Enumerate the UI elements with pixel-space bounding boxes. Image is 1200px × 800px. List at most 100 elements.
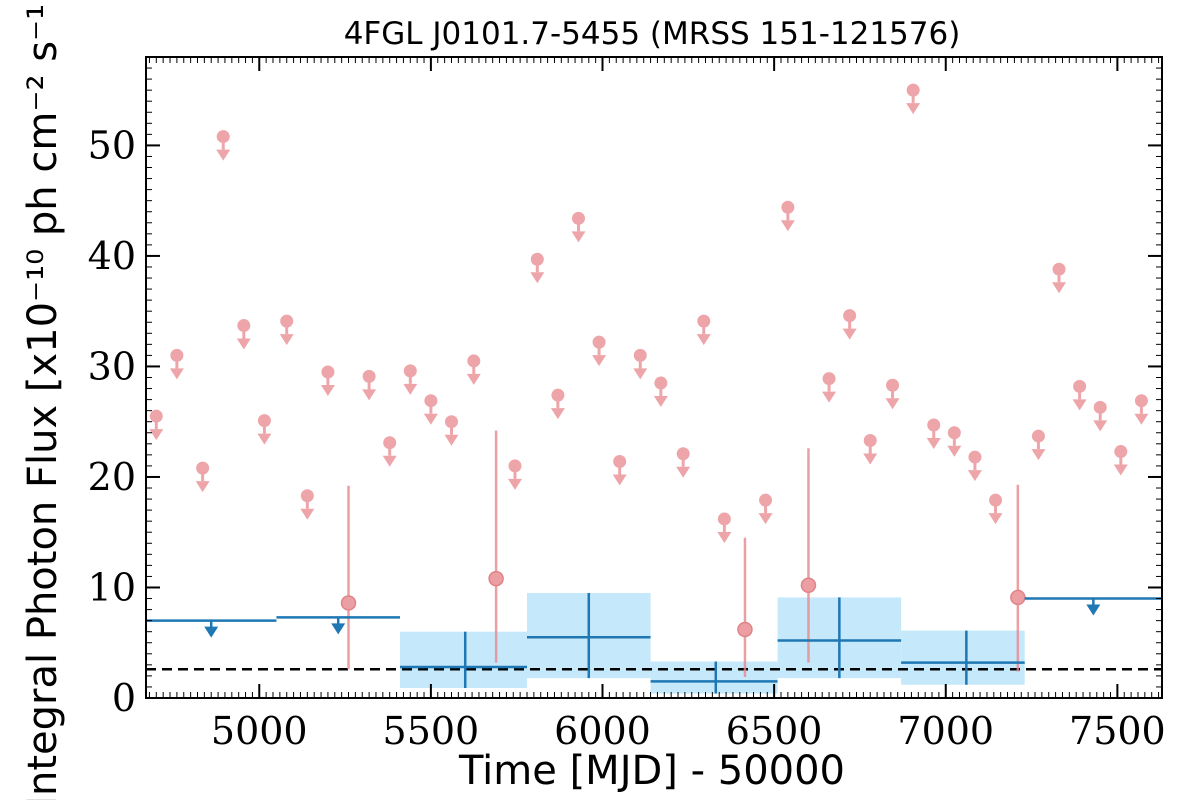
short-bin-upper-limit [257, 414, 272, 445]
short-bin-upper-limit [653, 376, 668, 408]
x-axis-label: Time [MJD] - 50000 [458, 748, 845, 794]
upper-limit-marker [927, 418, 941, 432]
upper-limit-arrow [257, 433, 272, 445]
upper-limit-marker [280, 314, 294, 328]
short-bin-upper-limit [466, 354, 481, 385]
upper-limit-arrow [967, 470, 982, 482]
short-bin-upper-limit [320, 365, 335, 396]
upper-limit-marker [1134, 394, 1148, 408]
upper-limit-marker [196, 461, 210, 475]
upper-limit-arrow [1093, 420, 1108, 432]
upper-limit-arrow [592, 355, 607, 367]
upper-limit-arrow [822, 391, 837, 403]
upper-limit-arrow [947, 445, 962, 457]
upper-limit-marker [403, 364, 417, 378]
upper-limit-marker [1073, 379, 1087, 393]
short-bin-upper-limit [423, 394, 438, 425]
upper-limit-arrow [331, 623, 346, 635]
short-bin-upper-limit [279, 314, 294, 346]
short-bin-upper-limit [1052, 262, 1067, 294]
short-bin-upper-limit [1072, 379, 1087, 411]
upper-limit-arrow [612, 474, 627, 486]
upper-limit-marker [759, 493, 773, 507]
upper-limit-marker [300, 489, 314, 503]
upper-limit-marker [149, 409, 163, 423]
upper-limit-arrow [717, 531, 732, 543]
upper-limit-arrow [320, 384, 335, 396]
upper-limit-marker [697, 314, 711, 328]
upper-limit-arrow [653, 396, 668, 408]
long-bin-error-fills [400, 593, 1025, 694]
short-bin-upper-limit [216, 130, 231, 161]
long-bin-upper-limit [146, 619, 277, 638]
upper-limit-marker [843, 309, 857, 323]
upper-limit-marker [947, 426, 961, 440]
x-tick-label: 7000 [897, 709, 994, 753]
upper-limit-marker [886, 378, 900, 392]
short-bin-upper-limit [967, 450, 982, 482]
upper-limit-marker [717, 512, 731, 526]
upper-limit-marker [571, 211, 585, 225]
long-bin-error-band [650, 661, 778, 694]
short-bin-upper-limit [530, 252, 545, 284]
upper-limit-arrow [885, 398, 900, 410]
upper-limit-marker [1031, 429, 1045, 443]
short-bin-upper-limit [382, 436, 397, 467]
x-tick-label: 5000 [211, 709, 308, 753]
short-bin-upper-limit [842, 309, 857, 340]
short-bin-upper-limit [988, 493, 1003, 525]
upper-limit-arrow [906, 103, 921, 115]
long-bin-layer [146, 593, 1162, 694]
short-bin-upper-limit [149, 409, 164, 441]
upper-limit-arrow [1072, 399, 1087, 411]
x-tick-label: 5500 [383, 709, 480, 753]
y-tick-label: 20 [88, 455, 136, 499]
detection-marker [1010, 589, 1026, 606]
detection-marker [737, 621, 753, 638]
upper-limit-arrow [403, 383, 418, 395]
upper-limit-marker [508, 459, 522, 473]
upper-limit-arrow [696, 334, 711, 346]
upper-limit-marker [633, 348, 647, 362]
upper-limit-arrow [676, 466, 691, 478]
upper-limit-arrow [204, 626, 219, 638]
upper-limit-arrow [842, 328, 857, 340]
upper-limit-arrow [1031, 449, 1046, 461]
short-bin-upper-limit [1134, 394, 1149, 425]
y-tick-label: 50 [88, 123, 136, 167]
short-bin-detection [488, 430, 504, 663]
upper-limit-marker [613, 454, 627, 468]
short-bin-upper-limit [822, 372, 837, 403]
upper-limit-arrow [926, 438, 941, 450]
short-bin-upper-limit [906, 83, 921, 115]
long-bin-upper-limit [1024, 597, 1162, 616]
upper-limit-marker [467, 354, 481, 368]
upper-limit-marker [906, 83, 920, 97]
upper-limit-marker [362, 369, 376, 383]
short-bin-upper-limit [1113, 445, 1128, 476]
short-bin-layer [149, 83, 1149, 678]
detection-marker [800, 577, 817, 594]
chart-title: 4FGL J0101.7-5455 (MRSS 151-121576) [344, 16, 961, 52]
upper-limit-marker [989, 493, 1003, 507]
y-axis-label: Integral Photon Flux [x10⁻¹⁰ ph cm⁻² s⁻¹… [20, 0, 66, 800]
y-tick-label: 10 [88, 565, 136, 609]
upper-limit-arrow [236, 338, 251, 350]
upper-limit-arrow [1086, 604, 1101, 616]
upper-limit-arrow [507, 478, 522, 490]
short-bin-upper-limit [612, 454, 627, 486]
long-bin-detection [777, 597, 902, 679]
upper-limit-arrow [780, 220, 795, 232]
short-bin-upper-limit [571, 211, 586, 243]
short-bin-upper-limit [1031, 429, 1046, 461]
upper-limit-marker [968, 450, 982, 464]
short-bin-upper-limit [717, 512, 732, 543]
upper-limit-marker [781, 200, 795, 214]
upper-limit-arrow [382, 455, 397, 467]
short-bin-upper-limit [300, 489, 315, 520]
upper-limit-arrow [362, 389, 377, 401]
upper-limit-marker [822, 372, 836, 386]
y-tick-label: 30 [88, 344, 136, 388]
upper-limit-arrow [149, 429, 164, 441]
